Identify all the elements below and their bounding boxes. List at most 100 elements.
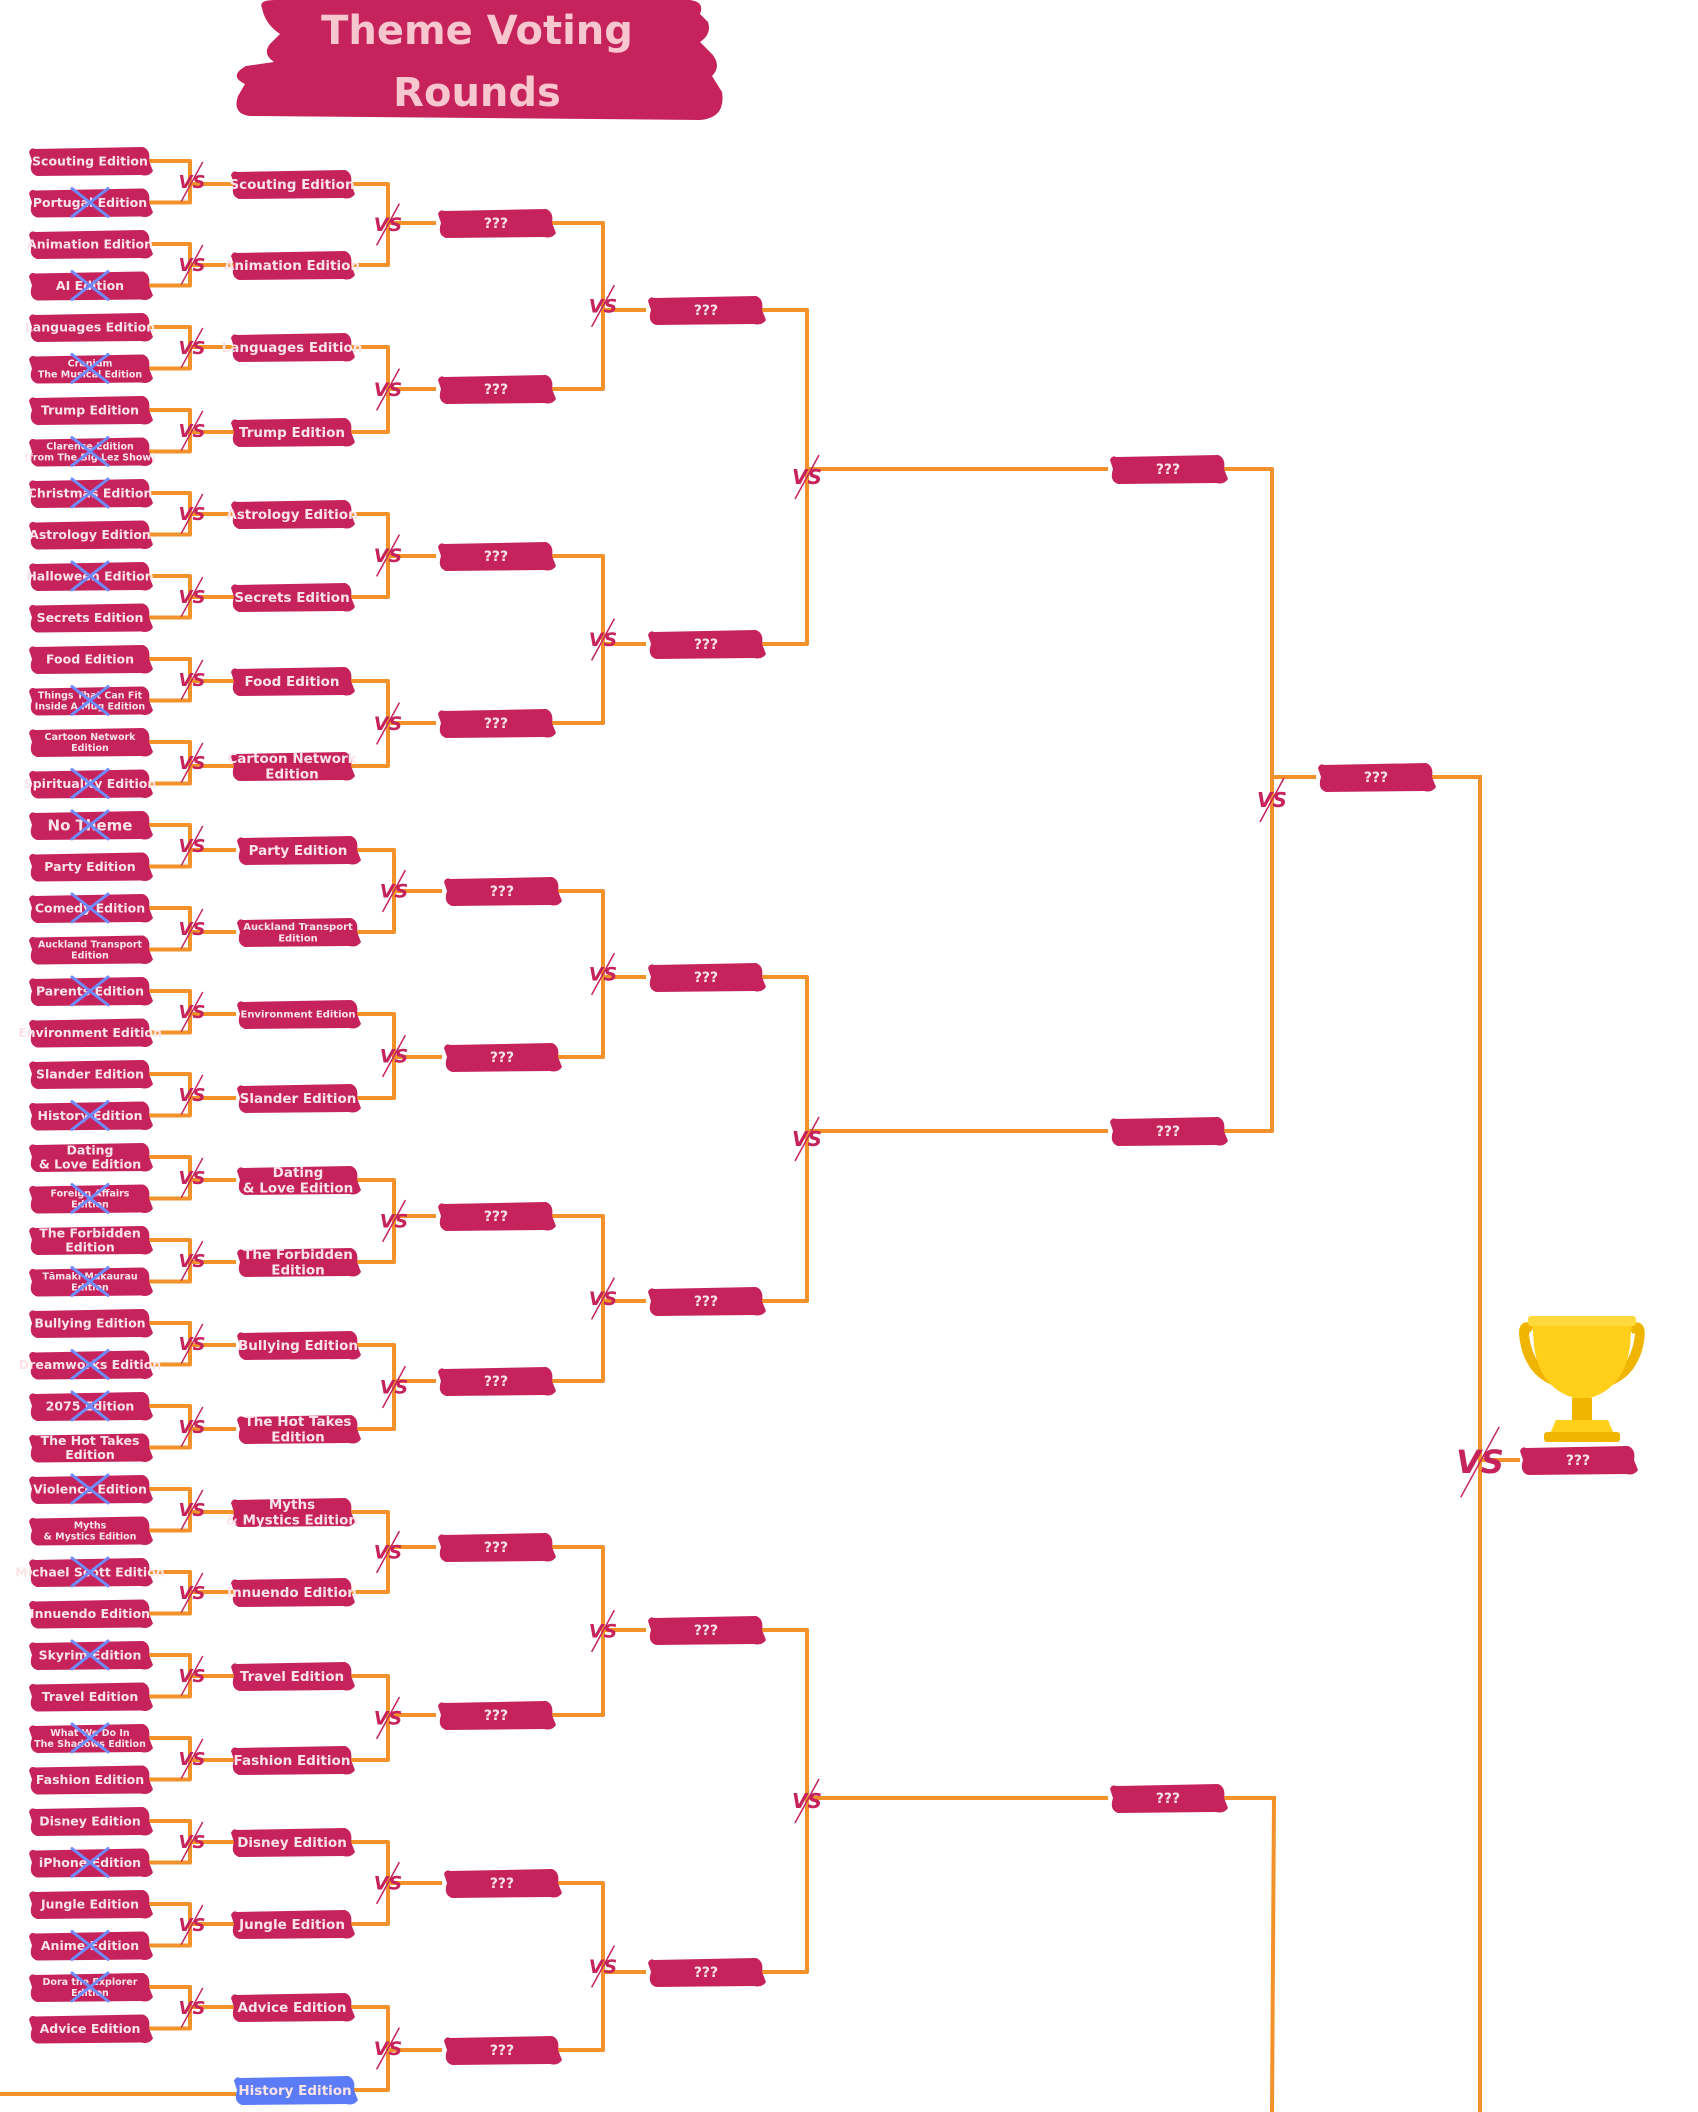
round1-entry-39: Fashion Edition (29, 1765, 153, 1795)
eliminated-mark-27 (70, 1266, 110, 1297)
title-line-1: Theme Voting (321, 8, 633, 54)
round2-entry-14-bg (237, 1331, 361, 1360)
round1-entry-33: Myths & Mystics Edition (29, 1516, 153, 1546)
round1-entry-24-label: Dating & Love Edition (39, 1142, 141, 1171)
svg-text:VS: VS (179, 338, 206, 359)
round1-entry-31: The Hot Takes Edition (29, 1433, 153, 1463)
round2-entry-0-bg (231, 170, 355, 199)
eliminated-mark-43 (70, 1930, 110, 1961)
svg-text:VS: VS (1456, 1443, 1504, 1481)
round2-entry-8-bg (237, 836, 361, 865)
connector-r1-22 (140, 1985, 236, 2031)
round3-entry-9-label: ??? (484, 1708, 508, 1724)
round1-entry-9-bg (29, 520, 153, 550)
round1-entry-40-bg (29, 1807, 153, 1836)
svg-text:VS: VS (589, 1288, 617, 1310)
round3-entry-7: ??? (438, 1367, 556, 1396)
svg-text:VS: VS (374, 379, 402, 401)
round1-entry-26: The Forbidden Edition (29, 1225, 153, 1255)
round1-entry-2-label: Animation Edition (27, 237, 153, 252)
round1-entry-45: Advice Edition (29, 2014, 153, 2044)
round1-entry-9-label: Astrology Edition (29, 527, 151, 542)
round1-entry-21: Environment Edition (18, 1018, 162, 1048)
svg-text:VS: VS (374, 1873, 402, 1895)
round4-entry-1: ??? (648, 630, 766, 659)
eliminated-mark-15 (70, 768, 110, 799)
vs-r5-0: VS (1257, 777, 1287, 823)
round1-entry-38-label: What We Do In The Shadows Edition (34, 1728, 146, 1750)
round1-entry-21-label: Environment Edition (18, 1025, 162, 1040)
trophy-icon (1519, 1316, 1645, 1442)
svg-text:VS: VS (589, 964, 617, 986)
round1-entry-33-label: Myths & Mystics Edition (44, 1520, 137, 1542)
round3-entry-0-label: ??? (484, 216, 508, 232)
round2-entry-11: Slander Edition (237, 1084, 361, 1113)
round1-entry-9: Astrology Edition (29, 520, 153, 550)
round1-entry-22: Slander Edition (29, 1060, 153, 1089)
round5-entry-1-label: ??? (1156, 1124, 1180, 1140)
svg-text:VS: VS (179, 1168, 206, 1189)
eliminated-mark-36 (70, 1639, 110, 1671)
round2-entry-17: Innuendo Edition (227, 1578, 357, 1607)
svg-text:VS: VS (380, 1211, 408, 1233)
round4-entry-5-label: ??? (694, 1965, 718, 1981)
round2-entry-0-label: Scouting Edition (229, 177, 354, 193)
connector-r1-18 (140, 1653, 236, 1699)
round1-entry-28: Bullying Edition (29, 1309, 153, 1338)
round3-entry-10: ??? (444, 1869, 562, 1898)
round1-entry-42-bg (29, 1890, 153, 1919)
svg-text:VS: VS (179, 504, 206, 525)
round1-entry-19: Auckland Transport Edition (29, 935, 153, 965)
round3-entry-10-label: ??? (490, 1876, 514, 1892)
connector-r1-20 (140, 1819, 236, 1865)
round2-entry-15-bg (237, 1415, 361, 1444)
round2-entry-23-label: History Edition (238, 2083, 351, 2099)
round2-entry-16-label: Myths & Mystics Edition (226, 1497, 358, 1529)
svg-text:VS: VS (179, 1500, 206, 1521)
connector-r1-8 (140, 823, 236, 869)
round5-entry-2-bg (1110, 1784, 1228, 1813)
round2-entry-20: Disney Edition (231, 1828, 355, 1857)
vs-r2-4: VS (380, 869, 408, 913)
vs-r1-21: VS (179, 1904, 205, 1945)
round2-entry-10-bg (237, 1000, 361, 1029)
svg-text:VS: VS (179, 587, 206, 608)
svg-text:VS: VS (179, 421, 206, 442)
round2-entry-11-bg (237, 1084, 361, 1113)
page-title: Theme Voting Rounds (237, 0, 717, 124)
round2-entry-19: Fashion Edition (231, 1746, 355, 1775)
round1-entry-27-label: Tāmaki Makaurau Edition (42, 1271, 137, 1293)
round1-entry-39-label: Fashion Edition (36, 1772, 144, 1787)
vs-r3-5: VS (589, 1945, 617, 1988)
vs-r1-10: VS (179, 991, 206, 1032)
vs-r1-13: VS (179, 1240, 205, 1281)
svg-text:VS: VS (179, 1417, 206, 1438)
title-banner (236, 0, 723, 120)
round2-entry-19-label: Fashion Edition (234, 1753, 351, 1769)
round5-entry-0-label: ??? (1156, 462, 1180, 478)
round1-entry-42-label: Jungle Edition (40, 1897, 139, 1912)
eliminated-mark-25 (70, 1183, 110, 1214)
connector-r1-11 (140, 1072, 236, 1118)
connector-r1-2 (140, 325, 236, 371)
vs-r1-16: VS (179, 1489, 206, 1530)
round2-entry-12-label: Dating & Love Edition (243, 1165, 354, 1197)
vs-r1-15: VS (179, 1406, 206, 1447)
round3-entry-6: ??? (438, 1202, 556, 1231)
round2-entry-16-bg (231, 1498, 355, 1527)
round1-entry-6-label: Trump Edition (41, 403, 139, 418)
round6-entry-0-bg (1318, 763, 1436, 792)
round3-entry-2-label: ??? (484, 549, 508, 565)
svg-text:VS: VS (179, 1002, 206, 1023)
vs-r1-17: VS (179, 1572, 205, 1613)
vs-r2-8: VS (374, 1530, 402, 1574)
connector-r1-7 (140, 740, 236, 786)
round2-entry-2-label: Languages Edition (222, 340, 363, 356)
round5-entry-0-bg (1110, 455, 1228, 484)
round1-entry-31-bg (29, 1433, 153, 1463)
round1-entry-11: Secrets Edition (29, 603, 153, 633)
round1-entry-14-label: Cartoon Network Edition (45, 732, 137, 754)
svg-text:VS: VS (179, 172, 206, 193)
vs-r1-14: VS (179, 1323, 205, 1364)
round1-entry-28-label: Bullying Edition (34, 1316, 145, 1331)
